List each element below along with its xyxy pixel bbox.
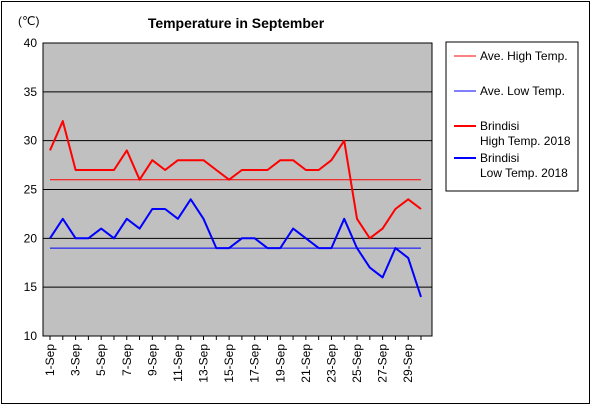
- legend-label: Brindisi: [480, 119, 519, 133]
- y-tick-label: 30: [24, 134, 38, 148]
- x-tick-label: 23-Sep: [324, 344, 338, 383]
- legend-label: Ave. Low Temp.: [480, 84, 565, 98]
- y-tick-label: 20: [24, 231, 38, 245]
- x-tick-label: 21-Sep: [299, 344, 313, 383]
- x-tick-label: 1-Sep: [43, 344, 57, 376]
- x-tick-label: 13-Sep: [197, 344, 211, 383]
- x-tick-label: 5-Sep: [94, 344, 108, 376]
- x-tick-label: 11-Sep: [171, 344, 185, 382]
- x-tick-label: 29-Sep: [401, 344, 415, 383]
- y-tick-label: 40: [24, 36, 38, 50]
- x-tick-label: 15-Sep: [222, 344, 236, 383]
- x-tick-label: 25-Sep: [350, 344, 364, 383]
- unit-label: (℃): [18, 14, 39, 28]
- legend-item: Ave. High Temp.: [454, 49, 568, 63]
- x-tick-label: 27-Sep: [376, 344, 390, 383]
- y-tick-label: 10: [24, 329, 38, 343]
- series-line-3: [49, 120, 422, 240]
- x-tick-label: 3-Sep: [69, 344, 83, 376]
- legend-label: High Temp. 2018: [480, 134, 571, 148]
- x-tick-label: 9-Sep: [145, 344, 159, 376]
- x-tick-label: 19-Sep: [273, 344, 287, 383]
- chart-title: Temperature in September: [148, 15, 325, 31]
- x-tick-label: 17-Sep: [248, 344, 262, 383]
- y-tick-label: 25: [24, 183, 38, 197]
- y-tick-label: 35: [24, 85, 38, 99]
- x-tick-label: 7-Sep: [120, 344, 134, 376]
- legend-label: Brindisi: [480, 151, 519, 165]
- series-line-4: [49, 198, 422, 298]
- legend-item: Ave. Low Temp.: [454, 84, 565, 98]
- legend-box: [445, 41, 579, 192]
- y-tick-label: 15: [24, 280, 38, 294]
- legend-label: Ave. High Temp.: [480, 49, 568, 63]
- legend-label: Low Temp. 2018: [480, 166, 568, 180]
